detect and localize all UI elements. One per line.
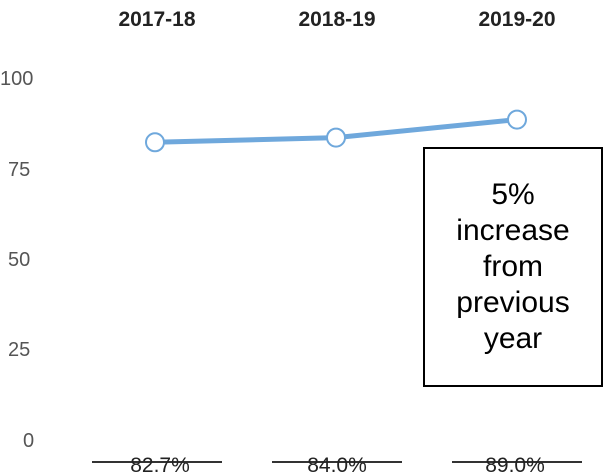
annotation-callout: 5% increase from previous year (423, 147, 603, 387)
data-point-marker (507, 109, 527, 130)
category-label: 2017-18 (118, 8, 195, 31)
data-value-label: 84.0% (307, 454, 367, 476)
y-tick-label: 50 (8, 249, 30, 271)
category-label: 2019-20 (478, 8, 555, 31)
y-tick-label: 25 (8, 339, 30, 361)
data-value-label: 82.7% (130, 454, 190, 476)
y-tick-label: 75 (8, 159, 30, 181)
y-tick-label: 100 (0, 68, 33, 90)
data-point-marker (145, 132, 165, 153)
y-axis-tick-labels: 100 75 50 25 0 (0, 68, 34, 452)
annotation-text: 5% increase from previous year (456, 178, 570, 355)
series-layer (145, 109, 527, 153)
data-value-label: 89.0% (485, 454, 545, 476)
category-label: 2018-19 (298, 8, 375, 31)
category-labels: 2017-18 2018-19 2019-20 (118, 8, 555, 31)
y-tick-label: 0 (23, 430, 34, 452)
value-labels: 82.7% 84.0% 89.0% (130, 454, 545, 476)
data-point-marker (326, 127, 346, 148)
